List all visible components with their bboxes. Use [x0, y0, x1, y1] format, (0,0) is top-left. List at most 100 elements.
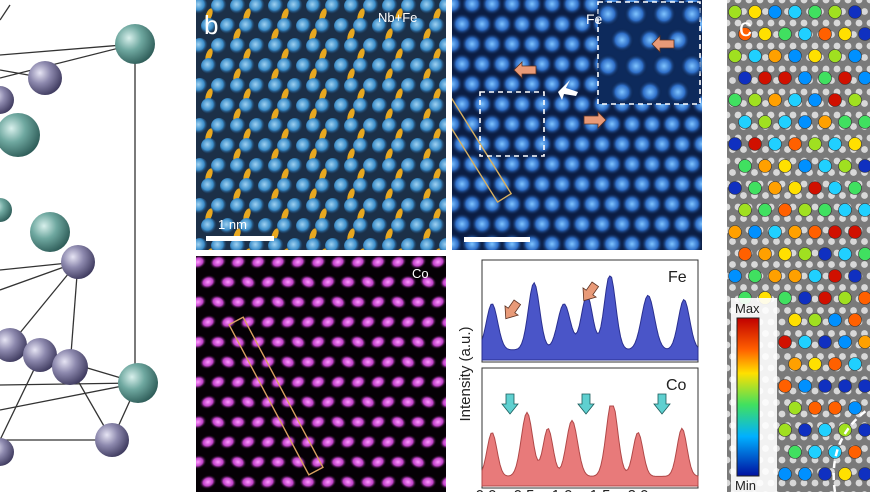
nb-atom	[239, 178, 255, 194]
intensity-atom	[858, 335, 870, 349]
intensity-atom	[728, 225, 742, 239]
co-atom	[196, 454, 207, 470]
nb-atom	[220, 98, 236, 114]
fe-atom	[271, 68, 279, 82]
fe-atom	[461, 193, 483, 215]
lattice-atom	[850, 468, 857, 475]
nb-atom	[325, 78, 341, 94]
nb-atom	[306, 238, 322, 250]
co-atom	[379, 434, 397, 450]
co-atom	[309, 256, 327, 270]
fe-atom	[481, 193, 503, 215]
lattice-atom	[778, 88, 786, 96]
intensity-profile-svg: Intensity (a.u.) Fe Co 0.0 0.5 1.0 1.5 2.0	[457, 259, 699, 492]
nb-atom	[249, 198, 265, 214]
lattice-atom	[866, 134, 870, 142]
lattice-atom	[828, 261, 835, 268]
fe-atom	[452, 173, 473, 195]
fe-atom	[491, 93, 513, 115]
fe-atom	[571, 53, 593, 75]
lattice-atom	[822, 318, 830, 326]
intensity-atom	[848, 49, 862, 63]
fe-atom	[661, 113, 683, 135]
intensity-atom	[738, 203, 752, 217]
lattice-atom	[740, 8, 747, 15]
fe-atom	[385, 148, 393, 162]
lattice-atom	[817, 238, 824, 245]
fe-atom	[452, 113, 463, 135]
lattice-atom	[762, 192, 769, 199]
lattice-atom	[784, 353, 791, 360]
lattice-atom	[822, 134, 830, 142]
lattice-atom	[861, 215, 868, 222]
co-atom	[339, 474, 357, 490]
nb-atom	[315, 218, 331, 234]
nb-atom	[201, 18, 217, 34]
lattice-atom	[806, 284, 813, 291]
intensity-atom	[758, 71, 772, 85]
co-atom	[329, 414, 347, 430]
orange-arrow-icon	[582, 281, 600, 302]
co-atom	[289, 374, 307, 390]
lattice-atom	[800, 180, 808, 188]
nb-atom	[344, 78, 360, 94]
co-atom	[399, 434, 417, 450]
x-tick-label: 0.0	[476, 487, 497, 492]
lattice-atom	[855, 65, 863, 73]
nb-atom	[258, 218, 274, 234]
intensity-atom	[828, 5, 842, 19]
intensity-atom	[808, 49, 822, 63]
co-atom	[319, 434, 337, 450]
lattice-atom	[727, 0, 731, 4]
lattice-atom	[822, 180, 830, 188]
intensity-atom	[828, 225, 842, 239]
fe-atom	[571, 213, 593, 235]
co-atom	[239, 475, 257, 489]
lattice-atom	[789, 433, 797, 441]
lattice-atom	[773, 238, 780, 245]
fe-atom	[531, 53, 553, 75]
co-atom	[359, 394, 377, 410]
co-atom	[299, 475, 317, 489]
lattice-atom	[839, 192, 846, 199]
fe-atom	[681, 233, 702, 250]
co-atom	[249, 256, 267, 270]
lattice-atom	[778, 364, 786, 372]
intensity-atom	[748, 93, 762, 107]
intensity-atom	[838, 423, 852, 437]
nb-atom	[306, 0, 322, 14]
lattice-atom	[751, 284, 758, 291]
fe-atom	[501, 193, 523, 215]
white-arrow-icon	[558, 80, 578, 100]
lattice-atom	[745, 0, 753, 4]
intensity-atom	[738, 115, 752, 129]
fe-atom	[501, 113, 523, 135]
panel-co-map: Co	[196, 256, 446, 492]
nb-atom	[230, 238, 246, 250]
lattice-atom	[822, 410, 830, 418]
lattice-atom	[740, 261, 747, 268]
nb-atom	[277, 218, 293, 234]
lattice-atom	[800, 479, 808, 487]
nb-atom	[410, 178, 426, 194]
nb-atom	[287, 238, 303, 250]
lattice-atom	[833, 479, 841, 487]
intensity-atom	[778, 203, 792, 217]
fe-atom	[651, 173, 673, 195]
fe-atom	[621, 193, 643, 215]
intensity-atom	[848, 269, 862, 283]
lattice-atom	[751, 238, 758, 245]
intensity-atom	[798, 379, 812, 393]
co-atom	[229, 295, 247, 309]
co-atom	[209, 374, 227, 390]
intensity-atom	[848, 5, 862, 19]
nb-atom	[306, 38, 322, 54]
fe-atom	[461, 33, 483, 55]
nb-atom	[258, 178, 274, 194]
fe-atom	[641, 233, 663, 250]
co-atom	[269, 294, 287, 310]
fe-atom	[571, 93, 593, 115]
nb-atom	[268, 0, 284, 14]
intensity-atom	[728, 269, 742, 283]
fe-atom	[610, 80, 634, 104]
